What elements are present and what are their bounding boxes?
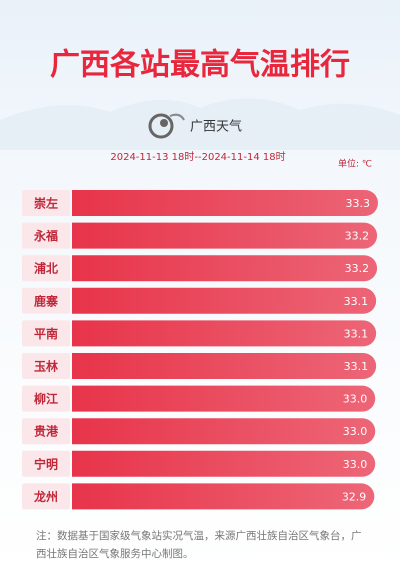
category-box (22, 222, 70, 249)
category-box (22, 385, 70, 412)
category-label: 宁明 (34, 456, 58, 471)
value-label: 33.2 (345, 262, 370, 275)
category-box (22, 287, 70, 314)
value-label: 33.2 (345, 230, 370, 243)
bar (72, 320, 377, 347)
value-label: 32.9 (342, 490, 367, 503)
value-label: 33.1 (344, 360, 369, 373)
unit-label: 单位: ℃ (338, 158, 372, 170)
footnote: 注：数据基于国家级气象站实况气温，来源广西壮族自治区气象台，广西壮族自治区气象服… (36, 530, 362, 560)
bar (72, 190, 378, 216)
mountain-decor (0, 98, 400, 150)
category-box (22, 320, 70, 347)
category-label: 平南 (34, 326, 58, 341)
category-label: 龙州 (34, 489, 58, 504)
category-label: 柳江 (34, 391, 58, 406)
category-box (22, 450, 70, 477)
category-label: 贵港 (34, 424, 59, 439)
chart-title: 广西各站最高气温排行 (50, 48, 350, 83)
value-label: 33.1 (344, 295, 369, 308)
category-box (22, 255, 70, 282)
logo (148, 113, 185, 139)
category-label: 玉林 (34, 359, 58, 374)
value-label: 33.0 (343, 393, 368, 406)
category-label: 永福 (33, 228, 58, 243)
bar (72, 385, 376, 412)
bar (72, 255, 378, 282)
category-label: 鹿寨 (34, 293, 58, 308)
logo-text: 广西天气 (190, 119, 242, 135)
category-box (22, 483, 70, 510)
bar (72, 483, 375, 510)
category-label: 浦北 (34, 261, 58, 276)
subtitle: 2024-11-13 18时--2024-11-14 18时 (110, 151, 285, 163)
bar (72, 353, 377, 379)
bar (72, 287, 377, 314)
bar (72, 222, 378, 249)
value-label: 33.1 (344, 327, 369, 340)
category-box (22, 353, 70, 379)
bar (72, 450, 376, 477)
value-label: 33.0 (343, 425, 368, 438)
value-label: 33.0 (343, 458, 368, 471)
category-box (22, 190, 70, 216)
category-box (22, 418, 70, 445)
value-label: 33.3 (346, 197, 371, 210)
bars: 崇左 33.3 永福 33.2 浦北 33.2 鹿寨 33.1 平南 33.1 玉林 33.1 柳江 33… (22, 190, 378, 510)
category-label: 崇左 (34, 196, 58, 211)
bar (72, 418, 376, 445)
